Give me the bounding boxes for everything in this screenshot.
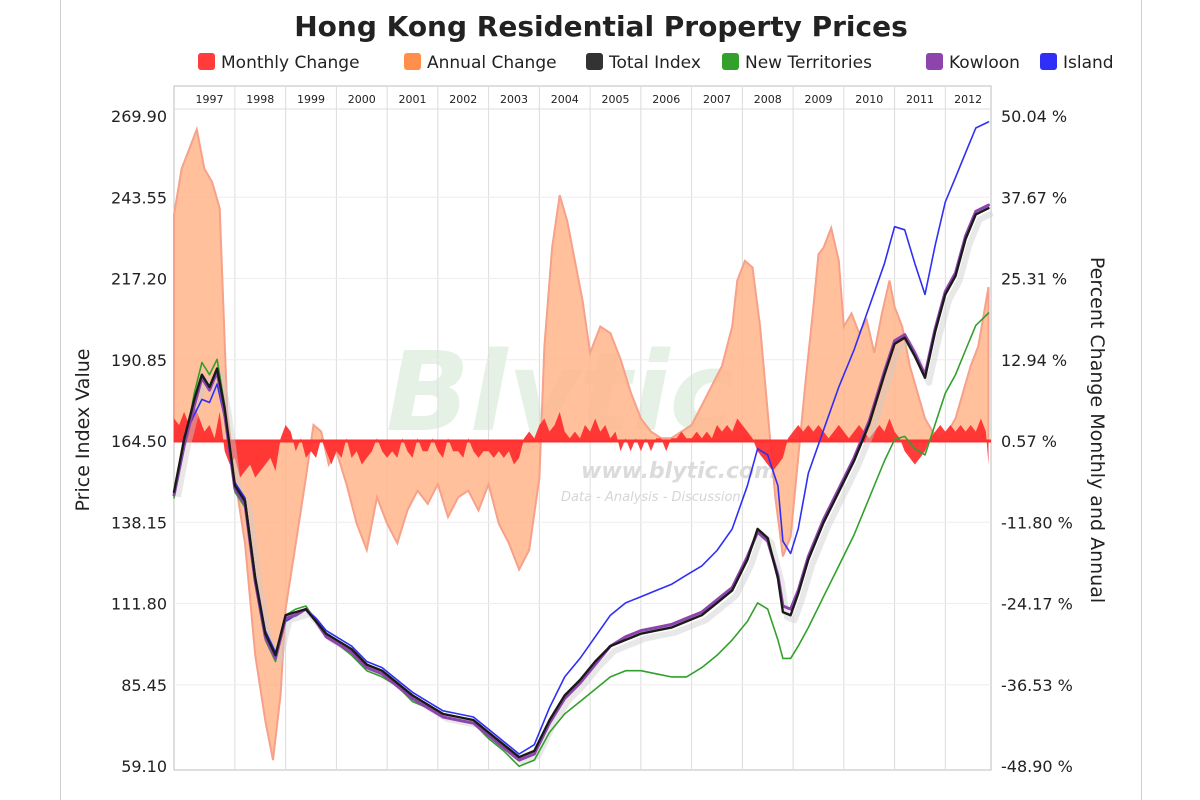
- legend-label-total-index: Total Index: [608, 53, 701, 73]
- left-tick-label: 190.85: [111, 351, 167, 370]
- left-axis-ticks: 269.90 243.55 217.20 190.85 164.50 138.15 111.…: [111, 107, 167, 776]
- left-tick-label: 85.45: [121, 676, 167, 695]
- year-label-2004: 2004: [551, 93, 579, 106]
- right-tick-label: 0.57 %: [1001, 432, 1057, 451]
- legend-label-annual-change: Annual Change: [427, 53, 557, 73]
- year-label-2008: 2008: [754, 93, 782, 106]
- right-axis-title: Percent Change Monthly and Annual: [1086, 257, 1108, 603]
- right-tick-label: -36.53 %: [1001, 676, 1073, 695]
- chart-svg: Blytic www.blytic.com Data - Analysis - …: [72, 10, 1114, 776]
- line-series: [172, 121, 994, 768]
- left-tick-label: 269.90: [111, 107, 167, 126]
- left-tick-label: 164.50: [111, 432, 167, 451]
- legend-label-island: Island: [1063, 53, 1114, 73]
- total-index-shadow: [175, 210, 994, 766]
- legend-label-kowloon: Kowloon: [949, 53, 1020, 73]
- legend-swatch-annual-change: [404, 53, 421, 70]
- legend-label-monthly-change: Monthly Change: [221, 53, 360, 73]
- legend-swatch-island: [1040, 53, 1057, 70]
- year-label-2005: 2005: [601, 93, 629, 106]
- right-tick-label: 25.31 %: [1001, 270, 1067, 289]
- legend-label-new-territories: New Territories: [745, 53, 872, 73]
- right-tick-label: 12.94 %: [1001, 351, 1067, 370]
- watermark-url: www.blytic.com: [581, 459, 777, 484]
- left-tick-label: 243.55: [111, 188, 167, 207]
- right-tick-label: 37.67 %: [1001, 188, 1067, 207]
- left-tick-label: 59.10: [121, 757, 167, 776]
- year-label-2002: 2002: [449, 93, 477, 106]
- legend-swatch-monthly-change: [198, 53, 215, 70]
- chart-frame: Blytic www.blytic.com Data - Analysis - …: [60, 0, 1142, 800]
- year-label-2010: 2010: [855, 93, 883, 106]
- year-label-1997: 1997: [196, 93, 224, 106]
- legend-swatch-total-index: [586, 53, 603, 70]
- year-label-2001: 2001: [399, 93, 427, 106]
- year-label-2012: 2012: [954, 93, 982, 106]
- year-label-2011: 2011: [906, 93, 934, 106]
- year-label-1998: 1998: [246, 93, 274, 106]
- legend-swatch-new-territories: [722, 53, 739, 70]
- watermark-tagline: Data - Analysis - Discussion: [561, 490, 741, 505]
- left-tick-label: 138.15: [111, 513, 167, 532]
- new-territories-line: [173, 312, 990, 768]
- year-label-2000: 2000: [348, 93, 376, 106]
- left-axis-title: Price Index Value: [72, 349, 94, 512]
- right-tick-label: -11.80 %: [1001, 513, 1073, 532]
- right-tick-label: 50.04 %: [1001, 107, 1067, 126]
- year-label-2003: 2003: [500, 93, 528, 106]
- right-tick-label: -48.90 %: [1001, 757, 1073, 776]
- left-tick-label: 111.80: [111, 595, 167, 614]
- year-label-2006: 2006: [652, 93, 680, 106]
- legend: Monthly Change Annual Change Total Index Ne…: [198, 53, 1114, 73]
- total-index-line: [172, 207, 990, 759]
- right-tick-label: -24.17 %: [1001, 595, 1073, 614]
- chart-title: Hong Kong Residential Property Prices: [294, 10, 908, 43]
- right-axis-ticks: 50.04 % 37.67 % 25.31 % 12.94 % 0.57 % -11.80…: [1001, 107, 1073, 776]
- year-labels: 1997 1998 1999 2000 2001 2002 2003 2004 2005 2006…: [196, 93, 983, 106]
- year-label-2009: 2009: [804, 93, 832, 106]
- year-label-1999: 1999: [297, 93, 325, 106]
- left-tick-label: 217.20: [111, 270, 167, 289]
- year-label-2007: 2007: [703, 93, 731, 106]
- legend-swatch-kowloon: [926, 53, 943, 70]
